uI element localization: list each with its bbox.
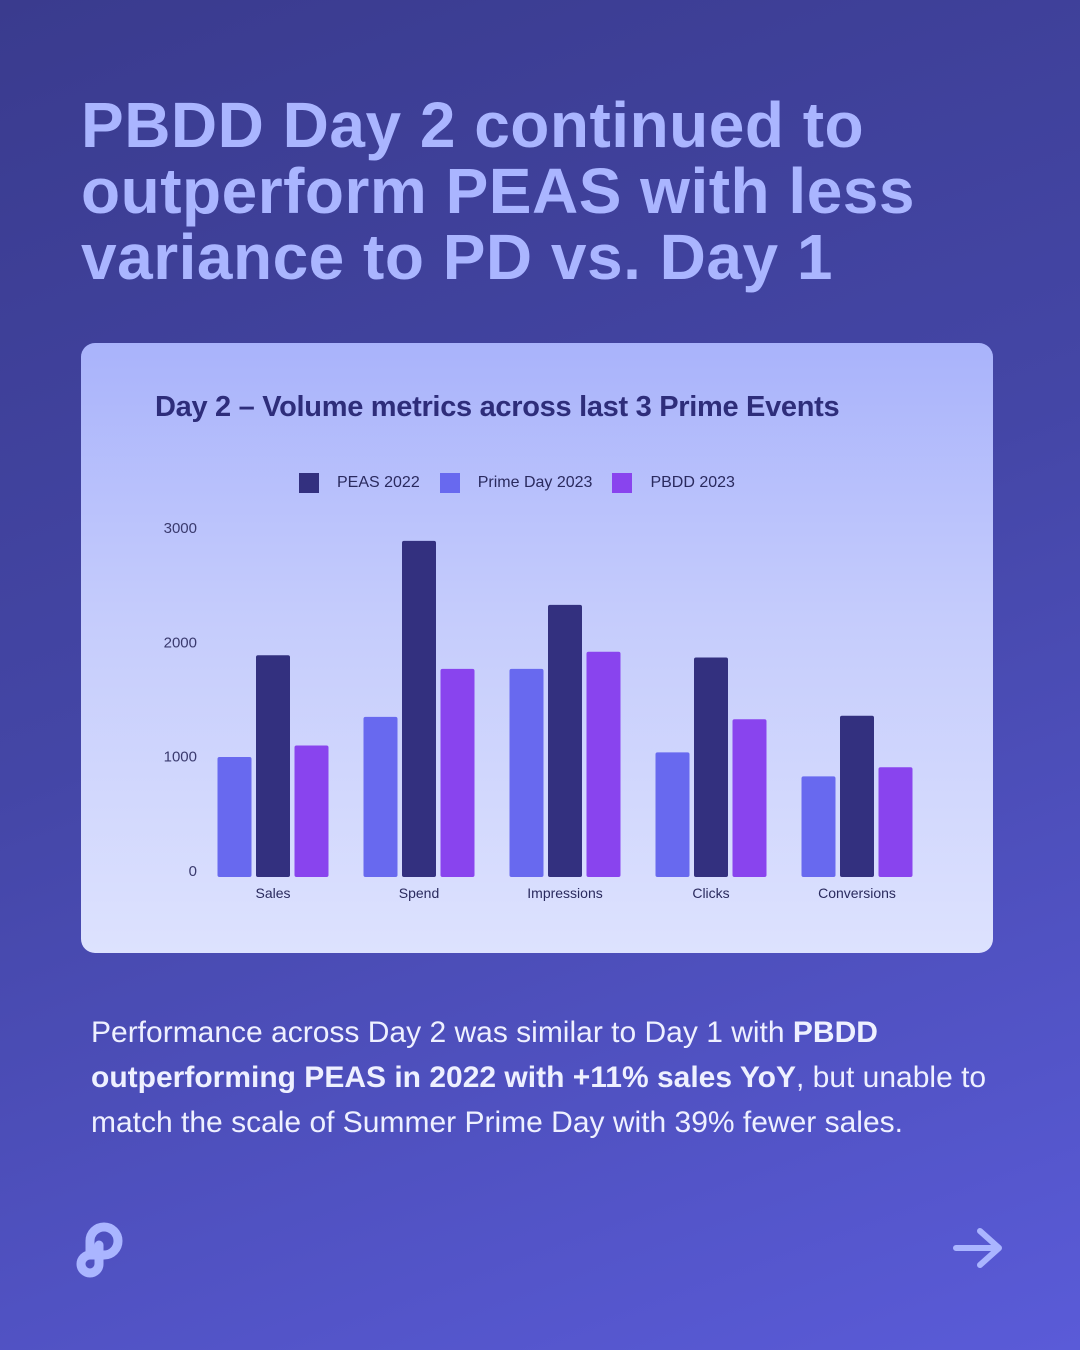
summary-text: , but unable to match the scale of Summe…: [91, 1061, 987, 1139]
chart-title: Day 2 – Volume metrics across last 3 Pri…: [155, 391, 840, 423]
summary-text: Performance across Day 2 was similar to …: [91, 1016, 793, 1049]
legend-item-peas-2022: PEAS 2022: [299, 473, 420, 493]
legend-label: PEAS 2022: [337, 474, 420, 491]
summary-paragraph: Performance across Day 2 was similar to …: [91, 1010, 1031, 1145]
legend-label: PBDD 2023: [650, 474, 735, 491]
legend-label: Prime Day 2023: [477, 474, 593, 491]
brand-p-logo: [70, 1215, 134, 1284]
legend-item-prime-day-2023: Prime Day 2023: [439, 473, 593, 493]
legend-swatch: [612, 473, 633, 493]
arrow-right-icon[interactable]: [952, 1225, 1006, 1276]
summary-highlight: PBDD outperforming PEAS in 2022 with +11…: [91, 1016, 878, 1094]
headline: PBDD Day 2 continued to outperform PEAS …: [81, 89, 915, 293]
chart-legend: PEAS 2022 Prime Day 2023 PBDD 2023: [299, 473, 755, 493]
legend-item-pbdd-2023: PBDD 2023: [612, 473, 735, 493]
legend-swatch: [299, 473, 319, 493]
legend-swatch: [439, 473, 460, 493]
chart-card: Day 2 – Volume metrics across last 3 Pri…: [81, 343, 993, 953]
